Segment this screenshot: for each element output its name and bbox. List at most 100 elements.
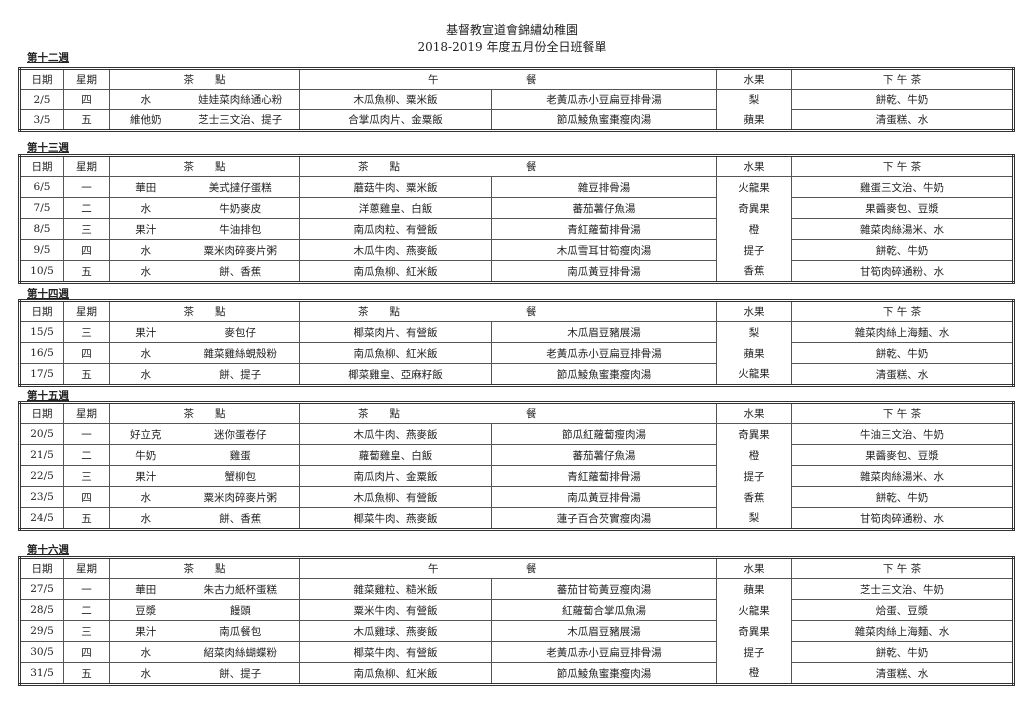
table-row: 23/5 四水粟米肉碎麥片粥 木瓜魚柳、有營飯 南瓜黃豆排骨湯 香蕉 餅乾、牛奶	[19, 486, 1014, 508]
header-lunch-left: 茶 點	[358, 408, 400, 420]
cell-tea-drink: 好立克	[109, 423, 182, 445]
cell-afternoon-tea: 烚蛋、豆漿	[791, 599, 1014, 621]
cell-fruit: 橙	[716, 444, 792, 466]
cell-fruit: 火龍果	[716, 599, 792, 621]
header-lunch-right: 餐	[526, 306, 537, 318]
cell-tea-snack: 娃娃菜肉絲通心粉	[181, 89, 300, 110]
cell-lunch-main: 木瓜魚柳、有營飯	[299, 486, 492, 508]
cell-afternoon-tea: 餅乾、牛奶	[791, 486, 1014, 508]
table-header: 日期 星期茶 點茶 點餐水果下 午 茶	[19, 300, 1014, 322]
week-label: 第十二週	[27, 52, 69, 64]
cell-tea-drink: 水	[109, 197, 182, 219]
cell-afternoon-tea: 牛油三文治、牛奶	[791, 423, 1014, 445]
header-lunch-left: 茶 點	[358, 161, 400, 173]
cell-afternoon-tea: 清蛋糕、水	[791, 662, 1014, 685]
cell-fruit: 提子	[716, 641, 792, 663]
cell-tea-drink: 維他奶	[109, 109, 182, 131]
header-fruit: 水果	[716, 300, 792, 322]
cell-lunch-soup: 南瓜黃豆排骨湯	[491, 486, 717, 508]
cell-lunch-main: 椰菜肉片、有營飯	[299, 321, 492, 343]
cell-lunch-soup: 老黃瓜赤小豆扁豆排骨湯	[491, 342, 717, 364]
cell-lunch-soup: 雜豆排骨湯	[491, 176, 717, 198]
header-lunch-right: 餐	[526, 74, 537, 86]
header-afternoon-tea: 下 午 茶	[791, 68, 1014, 90]
header-date: 日期	[19, 402, 64, 424]
cell-weekday: 五	[63, 507, 110, 530]
cell-afternoon-tea: 雜菜肉絲湯米、水	[791, 218, 1014, 240]
cell-date: 30/5	[19, 641, 64, 663]
header-weekday: 星期	[63, 68, 110, 90]
menu-title: 2018-2019 年度五月份全日班餐單	[417, 40, 607, 54]
cell-lunch-soup: 老黃瓜赤小豆扁豆排骨湯	[491, 641, 717, 663]
cell-lunch-main: 合掌瓜肉片、金粟飯	[299, 109, 492, 131]
table-row: 20/5 一好立克 迷你蛋卷仔 木瓜牛肉、燕麥飯 節瓜紅蘿蔔瘦肉湯 奇異果 牛油三文治、牛奶	[19, 423, 1014, 445]
cell-date: 10/5	[19, 260, 64, 283]
cell-date: 21/5	[19, 444, 64, 466]
menu-table: 日期 星期茶 點茶 點餐水果下 午 茶 20/5 一好立克 迷你蛋卷仔 木瓜牛肉、燕麥飯節…	[18, 401, 1015, 531]
cell-fruit: 梨	[716, 321, 792, 343]
header-lunch: 午餐	[299, 557, 717, 579]
table-row: 27/5 一華田 朱古力紙杯蛋糕 雜菜雞粒、糙米飯 蕃茄甘筍黃豆瘦肉湯 蘋果 芝士三文治、牛…	[19, 578, 1014, 600]
header-date: 日期	[19, 557, 64, 579]
cell-afternoon-tea: 清蛋糕、水	[791, 109, 1014, 131]
cell-tea-drink: 水	[109, 662, 182, 685]
header-tea: 茶 點	[109, 402, 300, 424]
table-row: 21/5 二牛奶 雞蛋 蘿蔔雞皇、白飯 蕃茄薯仔魚湯橙果醬麥包、豆漿	[19, 444, 1014, 466]
header-afternoon-tea: 下 午 茶	[791, 300, 1014, 322]
cell-lunch-soup: 木瓜眉豆豬展湯	[491, 321, 717, 343]
cell-weekday: 五	[63, 260, 110, 283]
cell-lunch-soup: 蕃茄薯仔魚湯	[491, 197, 717, 219]
cell-lunch-main: 蘑菇牛肉、粟米飯	[299, 176, 492, 198]
cell-tea-drink: 牛奶	[109, 444, 182, 466]
cell-fruit: 梨	[716, 89, 792, 110]
header-lunch-left: 午	[428, 563, 439, 575]
cell-tea-snack: 雜菜雞絲蜆殼粉	[181, 342, 300, 364]
cell-afternoon-tea: 餅乾、牛奶	[791, 89, 1014, 110]
cell-afternoon-tea: 餅乾、牛奶	[791, 239, 1014, 261]
cell-afternoon-tea: 雜菜肉絲湯米、水	[791, 465, 1014, 487]
cell-tea-snack: 餅、香蕉	[181, 260, 300, 283]
header-date: 日期	[19, 300, 64, 322]
cell-lunch-soup: 青紅蘿蔔排骨湯	[491, 218, 717, 240]
cell-date: 29/5	[19, 620, 64, 642]
cell-lunch-soup: 紅蘿蔔合掌瓜魚湯	[491, 599, 717, 621]
menu-table: 日期 星期茶 點茶 點餐水果下 午 茶 6/5 一華田 美式撻仔蛋糕 蘑菇牛肉、粟米飯 雜豆…	[18, 154, 1015, 284]
header-lunch: 茶 點餐	[299, 155, 717, 177]
cell-weekday: 五	[63, 363, 110, 386]
cell-afternoon-tea: 雞蛋三文治、牛奶	[791, 176, 1014, 198]
cell-fruit: 香蕉	[716, 260, 792, 283]
cell-fruit: 火龍果	[716, 176, 792, 198]
cell-lunch-main: 南瓜肉粒、有營飯	[299, 218, 492, 240]
cell-lunch-main: 粟米牛肉、有營飯	[299, 599, 492, 621]
cell-weekday: 二	[63, 197, 110, 219]
cell-fruit: 提子	[716, 465, 792, 487]
header-tea: 茶 點	[109, 155, 300, 177]
cell-lunch-main: 椰菜牛肉、燕麥飯	[299, 507, 492, 530]
cell-tea-drink: 華田	[109, 578, 182, 600]
header-afternoon-tea: 下 午 茶	[791, 155, 1014, 177]
cell-tea-snack: 朱古力紙杯蛋糕	[181, 578, 300, 600]
menu-table: 日期 星期茶 點午餐水果下 午 茶 2/5 四水娃娃菜肉絲通心粉 木瓜魚柳、粟米飯 老黃瓜…	[18, 67, 1015, 132]
cell-tea-snack: 餅、香蕉	[181, 507, 300, 530]
table-row: 16/5 四水雜菜雞絲蜆殼粉 南瓜魚柳、紅米飯 老黃瓜赤小豆扁豆排骨湯 蘋果 餅乾、牛奶	[19, 342, 1014, 364]
cell-tea-drink: 水	[109, 507, 182, 530]
cell-tea-snack: 迷你蛋卷仔	[181, 423, 300, 445]
cell-weekday: 一	[63, 578, 110, 600]
table-row: 10/5 五水餅、香蕉 南瓜魚柳、紅米飯 南瓜黃豆排骨湯 香蕉 甘筍肉碎通粉、水	[19, 260, 1014, 283]
cell-tea-drink: 水	[109, 342, 182, 364]
cell-afternoon-tea: 雜菜肉絲上海麵、水	[791, 321, 1014, 343]
header-lunch-right: 餐	[526, 408, 537, 420]
header-tea: 茶 點	[109, 68, 300, 90]
header-tea: 茶 點	[109, 300, 300, 322]
cell-tea-snack: 麥包仔	[181, 321, 300, 343]
cell-date: 23/5	[19, 486, 64, 508]
cell-date: 9/5	[19, 239, 64, 261]
cell-weekday: 三	[63, 218, 110, 240]
cell-fruit: 提子	[716, 239, 792, 261]
cell-lunch-soup: 南瓜黃豆排骨湯	[491, 260, 717, 283]
cell-tea-snack: 美式撻仔蛋糕	[181, 176, 300, 198]
header-weekday: 星期	[63, 402, 110, 424]
header-lunch-left: 午	[428, 74, 439, 86]
cell-fruit: 橙	[716, 662, 792, 685]
cell-lunch-main: 椰菜雞皇、亞麻籽飯	[299, 363, 492, 386]
